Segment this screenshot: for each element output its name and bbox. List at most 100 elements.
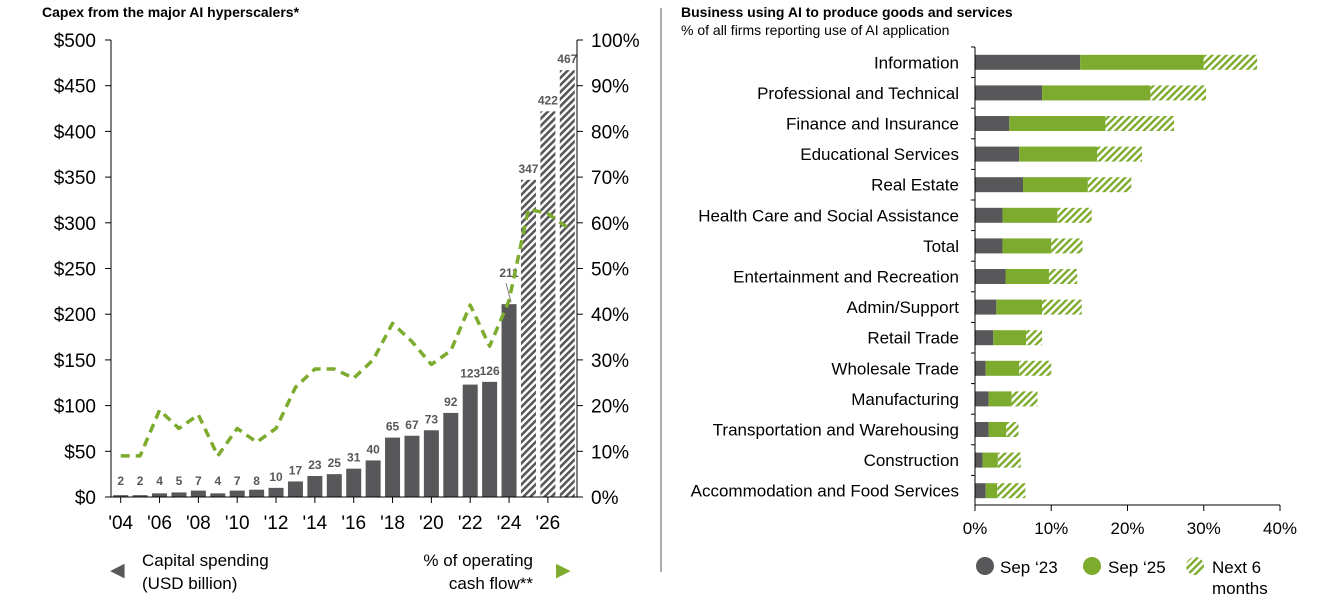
right-tick-label: 40% (591, 305, 629, 326)
capex-bar-2009 (210, 493, 226, 497)
capex-label-2020: 73 (425, 412, 439, 426)
right-tick-label: 50% (591, 260, 629, 281)
industry-bar-sep23 (975, 54, 1081, 70)
capex-label-2014: 23 (308, 458, 322, 472)
ocf-legend-label-2: cash flow** (449, 574, 533, 593)
legend-sep25-label: Sep ‘25 (1108, 558, 1166, 577)
capex-bar-2013 (287, 481, 303, 497)
industry-bar-sep25 (985, 360, 1020, 376)
industry-bar-next6 (1105, 116, 1175, 131)
industry-bar-next6 (1042, 299, 1082, 315)
capex-label-2023: 126 (480, 364, 500, 378)
capex-bar-2012 (268, 487, 284, 497)
industry-bar-sep25 (993, 330, 1027, 346)
industry-bar-sep25 (1009, 116, 1106, 131)
industry-bar-sep25 (1019, 146, 1097, 162)
left-tick-label: $100 (54, 397, 96, 418)
industry-bar-sep25 (1023, 177, 1088, 193)
industry-label: Accommodation and Food Services (691, 482, 959, 501)
industry-bar-next6 (997, 452, 1021, 468)
capex-label-2010: 7 (234, 474, 241, 488)
industry-bar-sep23 (975, 207, 1003, 223)
capex-bar-2019 (404, 435, 420, 497)
capex-bars (113, 70, 575, 498)
x-tick-label: '16 (341, 513, 366, 534)
industry-label: Entertainment and Recreation (733, 268, 959, 287)
capex-bar-2025 (520, 179, 536, 498)
industry-bar-sep25 (1080, 54, 1204, 70)
industry-bar-next6 (1026, 330, 1043, 346)
right-tick-label: 100% (591, 31, 640, 52)
capex-label-2012: 10 (269, 470, 283, 484)
x-tick-label: '24 (497, 513, 522, 534)
right-tick-label: 90% (591, 77, 629, 98)
legend-sep23-marker (976, 557, 994, 575)
capex-legend-arrow-left: ◀ (110, 560, 125, 581)
ai-usage-x-ticks: 0% 10% 20% 30% 40% (963, 505, 1297, 538)
industry-labels: Information Professional and Technical Fin… (691, 53, 960, 500)
capex-bar-2018 (385, 437, 401, 497)
capex-bar-2010 (229, 490, 245, 497)
industry-bar-sep23 (975, 238, 1003, 254)
industry-label: Admin/Support (847, 298, 960, 317)
left-tick-label: $0 (75, 488, 96, 509)
industry-label: Retail Trade (867, 329, 959, 348)
capex-label-2015: 25 (328, 456, 342, 470)
industry-bar-next6 (1019, 360, 1052, 376)
industry-bar-sep25 (982, 452, 998, 468)
industry-bar-sep23 (975, 422, 989, 437)
x-tick-label: '18 (380, 513, 405, 534)
capex-bar-2023 (482, 381, 498, 497)
capex-label-2018: 65 (386, 420, 400, 434)
x-tick-label: 40% (1263, 519, 1297, 538)
capex-label-2011: 8 (253, 474, 260, 488)
right-tick-label: 30% (591, 351, 629, 372)
industry-bar-next6 (1087, 177, 1132, 193)
capex-bar-2015 (326, 474, 342, 497)
industry-bar-next6 (1051, 238, 1083, 254)
industry-bar-sep25 (988, 422, 1007, 437)
x-tick-label: 20% (1110, 519, 1144, 538)
industry-label: Health Care and Social Assistance (698, 206, 959, 225)
industry-bar-sep25 (985, 483, 998, 499)
capex-label-2007: 5 (176, 474, 183, 488)
capex-label-2017: 40 (366, 442, 380, 456)
industry-label: Construction (864, 451, 959, 470)
right-tick-label: 0% (591, 488, 619, 509)
capex-label-2027: 467 (557, 52, 577, 66)
capex-label-2013: 17 (289, 463, 303, 477)
right-axis-ticks: 0% 10% 20% 30% 40% 50% 60% 70% 80% 90% 100% (577, 31, 640, 509)
ocf-line (120, 207, 569, 458)
capex-bar-2005 (132, 495, 148, 497)
capex-label-2016: 31 (347, 451, 361, 465)
industry-bar-sep25 (988, 391, 1012, 407)
left-tick-label: $150 (54, 351, 96, 372)
industry-bar-next6 (1203, 54, 1258, 70)
capex-bar-2011 (249, 489, 265, 497)
industry-bar-sep23 (975, 269, 1006, 284)
right-tick-label: 60% (591, 214, 629, 235)
industry-bar-next6 (1097, 146, 1142, 162)
industry-bar-next6 (997, 483, 1026, 499)
capex-legend-label-2: (USD billion) (142, 574, 237, 593)
legend-next6-label-1: Next 6 (1212, 558, 1261, 577)
industry-label: Information (874, 53, 959, 72)
ai-usage-chart-title: Business using AI to produce goods and s… (681, 4, 1013, 20)
capex-bar-2024 (501, 304, 517, 497)
industry-bar-sep23 (975, 299, 997, 315)
industry-bar-sep23 (975, 116, 1010, 131)
industry-bar-next6 (1057, 207, 1092, 223)
industry-bar-sep23 (975, 330, 994, 346)
capex-bar-2026 (540, 111, 556, 498)
x-tick-label: 10% (1034, 519, 1068, 538)
right-tick-label: 10% (591, 442, 629, 463)
capex-bar-2014 (307, 475, 323, 497)
capex-chart-title: Capex from the major AI hyperscalers* (42, 4, 300, 20)
x-tick-label: '06 (147, 513, 172, 534)
industry-bar-sep23 (975, 146, 1020, 162)
x-tick-label: '20 (419, 513, 444, 534)
left-tick-label: $50 (64, 442, 96, 463)
capex-label-2022: 123 (460, 367, 480, 381)
x-tick-label: '04 (108, 513, 133, 534)
